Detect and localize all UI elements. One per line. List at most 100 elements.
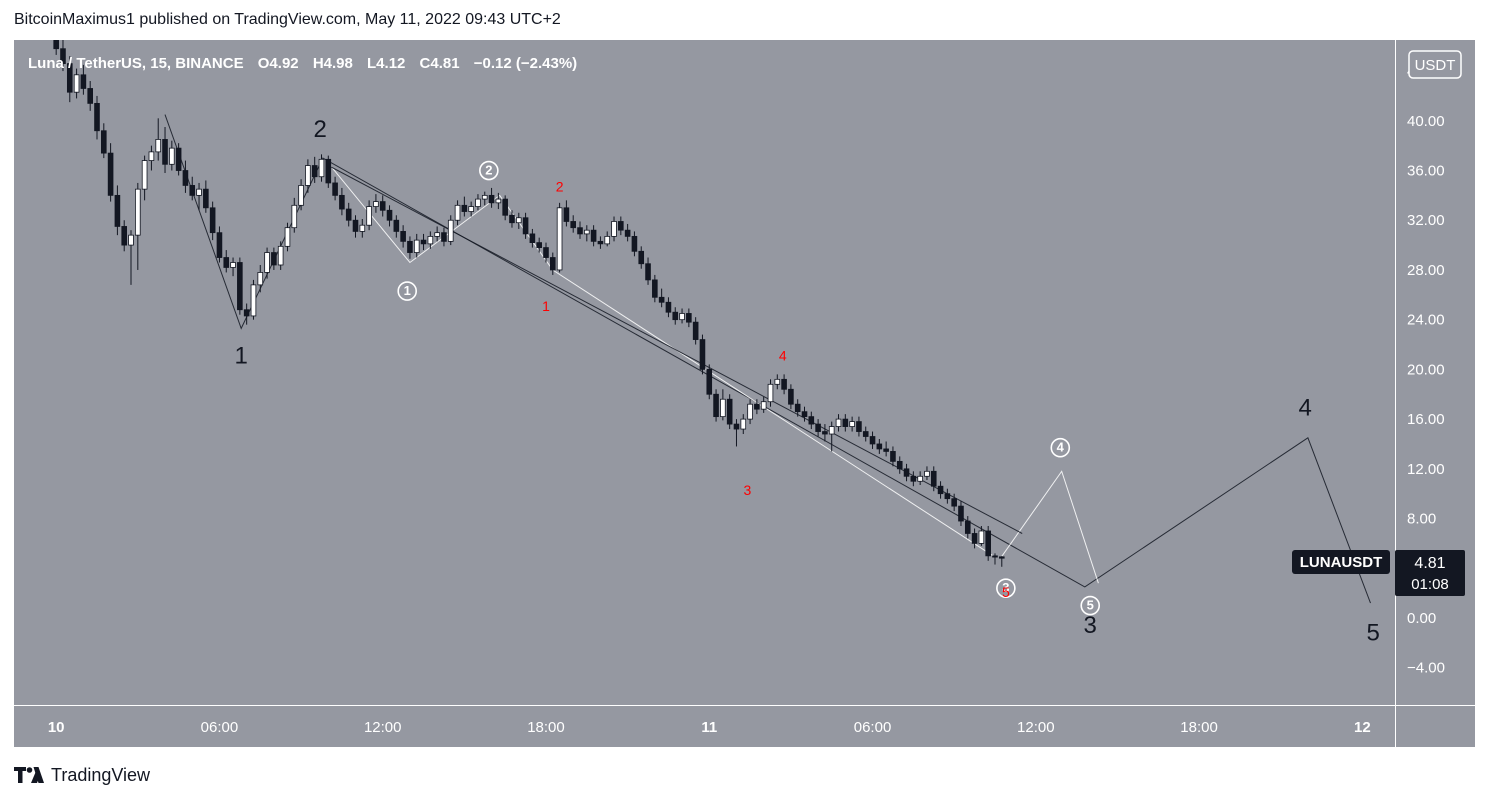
candle (944, 488, 951, 504)
candle (427, 231, 434, 249)
price-tick-label: 20.00 (1407, 361, 1445, 378)
last-price-label[interactable]: LUNAUSDT 4.81 01:08 (1292, 550, 1465, 596)
candle (461, 196, 468, 217)
candle-body (842, 418, 849, 427)
candle-body (665, 301, 672, 313)
candle (305, 159, 311, 193)
candle (66, 56, 73, 103)
candle (536, 237, 542, 253)
wave-label-number: 4 (1057, 440, 1065, 455)
candle (189, 176, 196, 201)
candle (631, 231, 638, 257)
candle (80, 64, 87, 95)
candle (577, 221, 583, 239)
candle-body (951, 498, 957, 507)
candle (107, 143, 114, 202)
candle (896, 456, 903, 474)
price-tick-label: 32.00 (1407, 212, 1445, 229)
candle (128, 230, 134, 285)
candle-body (203, 188, 209, 209)
candle (638, 246, 645, 269)
candle-body (883, 448, 889, 452)
candle-body (828, 426, 835, 435)
primary-wave-label: 4 (1299, 395, 1312, 422)
candle (203, 180, 209, 213)
candle (257, 264, 264, 293)
candle (543, 242, 549, 263)
candle (162, 127, 168, 173)
candle-body (352, 219, 359, 232)
candle-body (570, 221, 577, 229)
candle-body (774, 378, 781, 385)
candle-body (386, 209, 393, 221)
candle-body (652, 279, 658, 298)
wave-label-ring (397, 281, 418, 301)
wave-labels: 2 1 3 4 5 1 2 3 4 5 2 1 3 4 5 (235, 116, 1380, 646)
candle-body (794, 403, 801, 413)
candle-body (781, 378, 787, 390)
candle-body (475, 198, 481, 207)
candle-body (692, 321, 699, 340)
candle-body (175, 147, 182, 171)
circled-wave-label: 3 (996, 578, 1016, 598)
candle-body (454, 204, 461, 221)
candle-body (998, 556, 1005, 559)
candle (828, 421, 835, 452)
candle-body (658, 296, 665, 303)
price-tick-label: 0.00 (1407, 610, 1436, 627)
candle-body (706, 368, 713, 395)
candle (794, 399, 801, 417)
candle (584, 225, 590, 242)
candle (611, 216, 617, 242)
candle (924, 466, 930, 481)
candle-body (169, 147, 175, 165)
candle (311, 156, 318, 183)
candle-body (305, 165, 311, 186)
candle-body (427, 235, 434, 245)
time-axis[interactable]: 10 06:00 12:00 18:00 11 06:00 12:00 18:00 12 (48, 719, 1371, 736)
candle-body (522, 217, 529, 235)
candle (964, 516, 971, 539)
candle (277, 241, 284, 270)
candle-body (849, 421, 855, 427)
candle-body (271, 252, 277, 266)
candle (94, 95, 100, 140)
wave-label-ring (1080, 595, 1101, 616)
time-tick-label: 12:00 (1017, 719, 1055, 736)
candle (155, 118, 162, 161)
candle (73, 68, 80, 99)
candle-body (209, 207, 216, 234)
candle (808, 411, 815, 430)
candle-body (141, 160, 148, 190)
candle-body (257, 272, 264, 286)
candle (509, 210, 515, 228)
candle (434, 226, 440, 242)
candle-body (148, 151, 155, 161)
candle (148, 145, 155, 171)
candle-body (890, 451, 896, 462)
candle-body (747, 403, 753, 420)
legend-low: L4.12 (367, 55, 405, 72)
price-tick-label: −4.00 (1407, 660, 1445, 677)
candle (502, 195, 508, 221)
candle-body (373, 201, 379, 207)
candle-body (924, 470, 930, 477)
candle-body (284, 227, 291, 247)
candle-body (87, 88, 93, 104)
candle-body (461, 204, 468, 212)
candle (447, 215, 454, 246)
candle-body (944, 493, 951, 500)
candle (515, 212, 522, 229)
candle (339, 187, 345, 216)
tradingview-brand[interactable]: TradingView (14, 764, 150, 786)
candle (141, 155, 148, 201)
candle (645, 257, 651, 285)
candle-body (182, 170, 189, 186)
candle (556, 202, 563, 273)
candle (135, 182, 141, 270)
currency-button[interactable]: USDT (1408, 50, 1462, 79)
tradingview-logo-icon (14, 767, 44, 783)
candle (169, 140, 175, 171)
